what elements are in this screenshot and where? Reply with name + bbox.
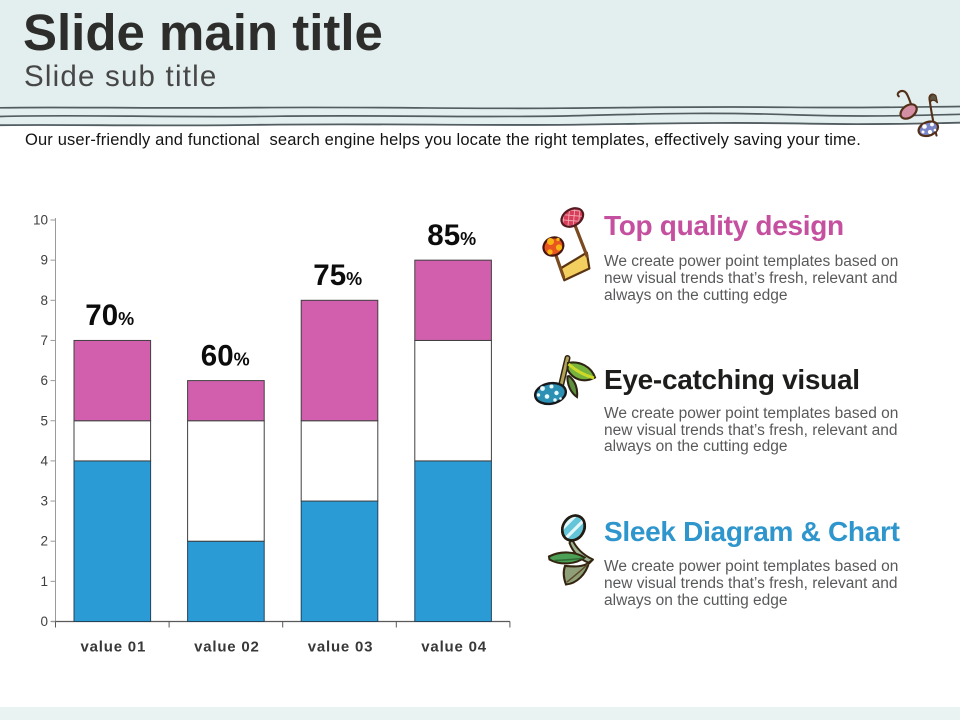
svg-text:5: 5 [40, 413, 48, 428]
svg-text:0: 0 [40, 614, 48, 629]
svg-text:4: 4 [40, 453, 48, 468]
svg-text:60%: 60% [201, 340, 250, 373]
svg-text:10: 10 [33, 213, 48, 228]
svg-text:2: 2 [40, 534, 48, 549]
svg-text:1: 1 [40, 574, 48, 589]
svg-text:7: 7 [40, 333, 48, 348]
svg-text:85%: 85% [427, 219, 476, 252]
svg-text:9: 9 [40, 253, 48, 268]
svg-text:3: 3 [40, 494, 48, 509]
svg-text:70%: 70% [85, 299, 134, 332]
svg-text:value 04: value 04 [421, 639, 487, 656]
svg-text:6: 6 [40, 373, 48, 388]
svg-text:value 03: value 03 [308, 639, 374, 656]
svg-text:value 02: value 02 [194, 639, 260, 656]
svg-text:8: 8 [40, 293, 48, 308]
svg-text:value 01: value 01 [80, 639, 146, 656]
svg-text:75%: 75% [313, 259, 362, 292]
